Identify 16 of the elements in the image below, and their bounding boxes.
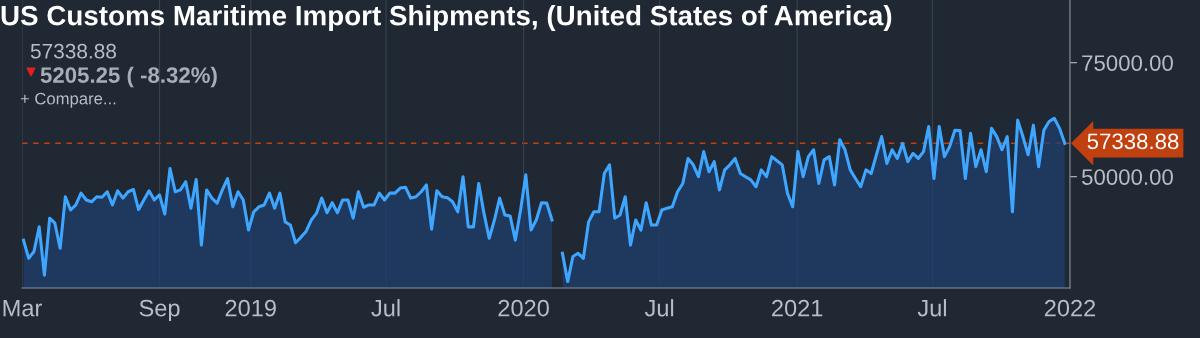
y-tick-label: 75000.00 <box>1082 55 1173 71</box>
x-tick-label: 2021 <box>772 299 823 317</box>
x-tick-label: 2022 <box>1044 299 1096 317</box>
x-tick-label: 2020 <box>498 299 549 317</box>
x-tick-label: Jul <box>371 299 400 317</box>
x-tick-label: 2019 <box>225 299 276 317</box>
x-tick-label: Mar <box>3 299 42 317</box>
x-tick-label: Jul <box>644 299 674 317</box>
annotation: 57338.88 <box>30 43 116 59</box>
x-tick-label: Jul <box>917 299 946 317</box>
annotation: 5205.25 ( -8.32%) <box>40 66 217 88</box>
ref-line-label: 57338.88 <box>1087 133 1179 150</box>
annotation: + Compare... <box>20 92 116 108</box>
x-tick-label: Sep <box>139 299 180 322</box>
chart-title: US Customs Maritime Import Shipments, (United States of America) <box>1 5 892 31</box>
y-tick-label: 50000.00 <box>1082 169 1173 185</box>
